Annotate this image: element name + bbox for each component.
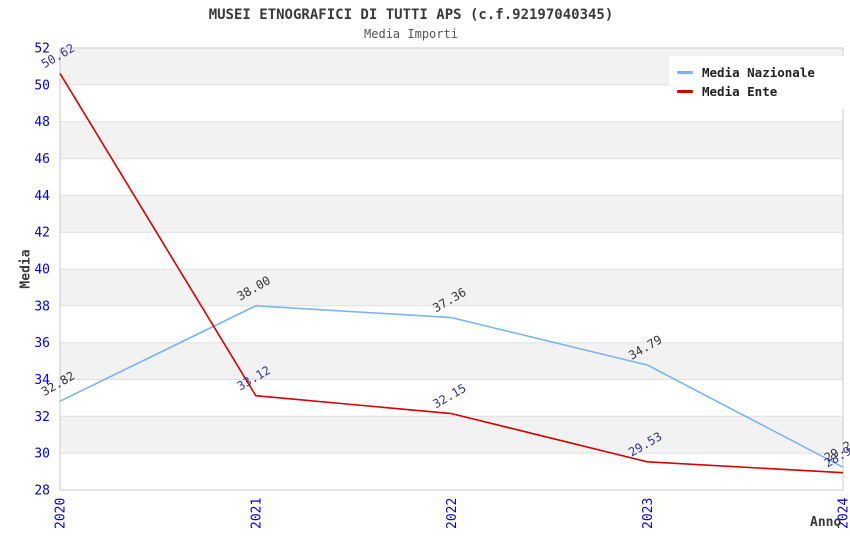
plot-band bbox=[60, 232, 843, 269]
legend-item-media-nazionale: Media Nazionale bbox=[677, 65, 839, 80]
y-tick-label: 28 bbox=[34, 484, 50, 499]
y-tick-label: 30 bbox=[34, 447, 50, 462]
y-tick-label: 38 bbox=[34, 299, 50, 314]
plot-band bbox=[60, 195, 843, 233]
y-tick-label: 42 bbox=[34, 226, 50, 241]
x-tick-label: 2021 bbox=[249, 498, 264, 529]
x-tick-label: 2024 bbox=[837, 498, 850, 529]
x-tick-label: 2023 bbox=[641, 498, 656, 529]
plot-band bbox=[60, 305, 843, 343]
y-tick-label: 50 bbox=[34, 78, 50, 93]
x-axis-title: Anno bbox=[810, 515, 842, 530]
plot-band bbox=[60, 453, 843, 490]
y-tick-label: 46 bbox=[34, 152, 50, 167]
y-tick-label: 48 bbox=[34, 115, 50, 130]
legend-label-media-nazionale: Media Nazionale bbox=[702, 65, 815, 80]
plot-band bbox=[60, 158, 843, 196]
plot-border bbox=[59, 47, 844, 491]
plot-band bbox=[60, 342, 843, 380]
plot-band bbox=[60, 121, 843, 159]
x-tick-label: 2020 bbox=[54, 498, 69, 529]
plot-band bbox=[60, 416, 843, 454]
plot-band bbox=[60, 379, 843, 417]
series-line-media-ente bbox=[59, 72, 844, 474]
legend-label-media-ente: Media Ente bbox=[702, 84, 778, 99]
y-tick-label: 52 bbox=[34, 42, 50, 57]
y-tick-label: 34 bbox=[34, 373, 50, 388]
y-tick-label: 32 bbox=[34, 410, 50, 425]
chart-subtitle: Media Importi bbox=[364, 27, 458, 41]
legend: Media Nazionale Media Ente bbox=[669, 56, 847, 109]
y-axis-title: Media bbox=[18, 249, 34, 289]
legend-swatch-0 bbox=[677, 71, 693, 74]
x-tick-label: 2022 bbox=[445, 498, 460, 529]
y-tick-label: 40 bbox=[34, 263, 50, 278]
chart-title: MUSEI ETNOGRAFICI DI TUTTI APS (c.f.9219… bbox=[208, 7, 614, 23]
legend-swatch-1 bbox=[677, 90, 693, 93]
series-line-media-nazionale bbox=[59, 304, 844, 468]
y-tick-label: 36 bbox=[34, 336, 50, 351]
legend-item-media-ente: Media Ente bbox=[677, 84, 839, 99]
y-tick-label: 44 bbox=[34, 189, 50, 204]
